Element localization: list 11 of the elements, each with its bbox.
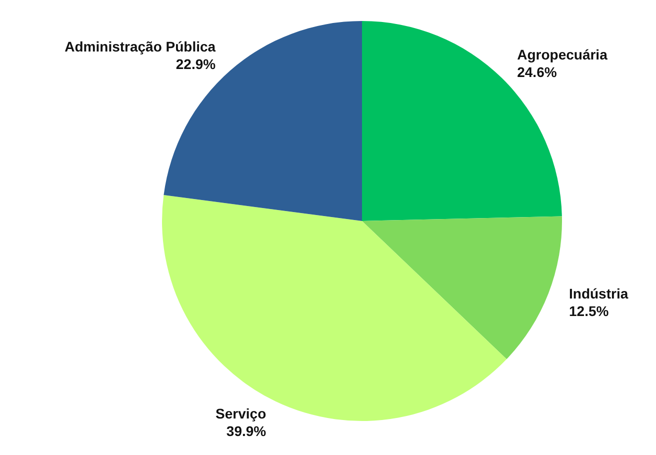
slice-label: Serviço [216, 405, 266, 422]
pie-slice [164, 21, 362, 221]
pie-slice [162, 194, 507, 421]
data-label: 22.9% [176, 56, 216, 72]
data-label: 24.6% [517, 64, 558, 80]
pie-slice [362, 216, 562, 360]
slice-label: Administração Pública [64, 38, 216, 54]
data-label: 12.5% [569, 302, 610, 319]
data-label: 39.9% [226, 422, 267, 439]
slice-label: Agropecuária [517, 46, 608, 62]
slice-label: Indústria [569, 285, 628, 302]
